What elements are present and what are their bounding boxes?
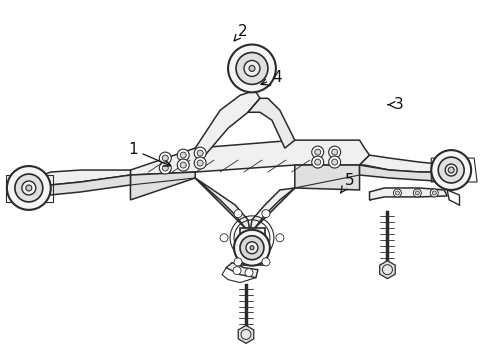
- Polygon shape: [360, 155, 454, 172]
- Circle shape: [438, 157, 464, 183]
- Circle shape: [329, 146, 341, 158]
- Polygon shape: [238, 325, 254, 343]
- Text: 3: 3: [388, 97, 404, 112]
- Circle shape: [246, 242, 258, 254]
- Circle shape: [180, 162, 186, 168]
- Circle shape: [7, 166, 51, 210]
- Circle shape: [244, 60, 260, 76]
- Circle shape: [432, 191, 436, 195]
- Circle shape: [26, 185, 32, 191]
- Circle shape: [262, 210, 270, 217]
- Circle shape: [245, 269, 253, 276]
- Circle shape: [234, 210, 242, 217]
- Circle shape: [262, 258, 270, 266]
- Circle shape: [220, 234, 228, 242]
- Circle shape: [234, 258, 242, 266]
- Polygon shape: [130, 140, 369, 175]
- Circle shape: [276, 234, 284, 242]
- Polygon shape: [29, 170, 130, 195]
- Circle shape: [445, 164, 457, 176]
- Circle shape: [312, 156, 324, 168]
- Text: 5: 5: [341, 172, 355, 193]
- Circle shape: [250, 246, 254, 250]
- Circle shape: [177, 159, 189, 171]
- Circle shape: [180, 152, 186, 158]
- Circle shape: [315, 149, 321, 155]
- Polygon shape: [250, 188, 295, 232]
- Circle shape: [416, 191, 419, 195]
- Circle shape: [448, 167, 454, 173]
- Polygon shape: [360, 165, 454, 182]
- Circle shape: [197, 160, 203, 166]
- Polygon shape: [369, 188, 447, 200]
- Polygon shape: [226, 263, 258, 278]
- Circle shape: [383, 265, 392, 275]
- Circle shape: [332, 159, 338, 165]
- Circle shape: [233, 267, 241, 275]
- Circle shape: [312, 146, 324, 158]
- Circle shape: [414, 189, 421, 197]
- Polygon shape: [29, 175, 130, 200]
- Circle shape: [159, 152, 171, 164]
- Circle shape: [241, 329, 251, 339]
- Circle shape: [431, 150, 471, 190]
- Circle shape: [194, 157, 206, 169]
- Polygon shape: [195, 178, 250, 232]
- Polygon shape: [240, 228, 265, 265]
- Circle shape: [332, 149, 338, 155]
- Circle shape: [430, 189, 438, 197]
- Polygon shape: [248, 98, 295, 148]
- Circle shape: [15, 174, 43, 202]
- Polygon shape: [130, 172, 195, 200]
- Circle shape: [315, 159, 321, 165]
- Circle shape: [162, 165, 168, 171]
- Circle shape: [228, 45, 276, 92]
- Circle shape: [22, 181, 36, 195]
- Circle shape: [249, 66, 255, 71]
- Circle shape: [162, 155, 168, 161]
- Text: 1: 1: [128, 142, 171, 166]
- Polygon shape: [195, 90, 260, 155]
- Text: 2: 2: [234, 24, 247, 41]
- Circle shape: [395, 191, 399, 195]
- Circle shape: [236, 53, 268, 84]
- Circle shape: [234, 230, 270, 266]
- Circle shape: [240, 236, 264, 260]
- Circle shape: [197, 150, 203, 156]
- Circle shape: [329, 156, 341, 168]
- Text: 4: 4: [261, 70, 282, 85]
- Polygon shape: [380, 261, 395, 279]
- Circle shape: [393, 189, 401, 197]
- Circle shape: [159, 162, 171, 174]
- Circle shape: [194, 147, 206, 159]
- Polygon shape: [295, 165, 360, 190]
- Circle shape: [177, 149, 189, 161]
